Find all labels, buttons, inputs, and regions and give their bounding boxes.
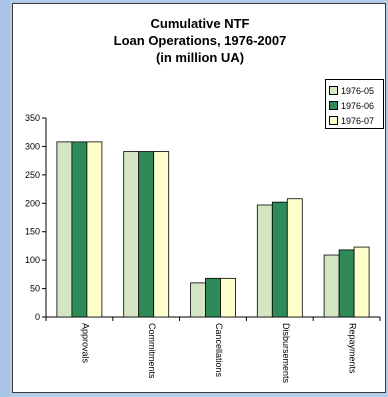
chart-title-line-2: Loan Operations, 1976-2007: [113, 33, 287, 48]
bar: [153, 151, 170, 318]
bar: [256, 204, 273, 318]
x-category-label: Repayments: [348, 323, 358, 374]
chart-title-line-3: (in million UA): [155, 50, 245, 65]
bar: [353, 246, 370, 318]
chart-container: Cumulative NTF Loan Operations, 1976-200…: [12, 3, 386, 393]
y-tick-label: 250: [25, 170, 40, 180]
bar: [286, 198, 303, 318]
y-tick-label: 200: [25, 198, 40, 208]
legend-item: 1976-05: [329, 83, 383, 98]
legend-swatch: [329, 116, 338, 125]
legend-item: 1976-07: [329, 113, 383, 128]
chart-legend: 1976-05 1976-06 1976-07: [325, 79, 384, 129]
legend-label: 1976-06: [341, 100, 375, 111]
legend-swatch: [329, 86, 338, 95]
bar: [56, 141, 73, 318]
legend-label: 1976-07: [341, 115, 375, 126]
bar: [190, 282, 206, 318]
legend-swatch: [329, 101, 338, 110]
x-category-label: Cancellations: [214, 323, 224, 378]
chart-title-line-1: Cumulative NTF: [150, 16, 250, 31]
chart-title: Cumulative NTF Loan Operations, 1976-200…: [13, 15, 387, 66]
x-category-label: Commitments: [147, 323, 157, 379]
bar: [123, 151, 140, 318]
bar-chart: 0 50 100 150 200 250 300 350 Approvals Commitment…: [25, 113, 381, 384]
x-category-label: Disbursements: [281, 323, 291, 384]
bar: [271, 201, 288, 318]
bar: [86, 141, 103, 318]
y-tick-label: 350: [25, 113, 40, 123]
y-tick-label: 50: [30, 284, 40, 294]
bar: [138, 151, 155, 318]
x-category-label: Approvals: [80, 323, 90, 364]
bar: [71, 141, 88, 318]
bar: [323, 254, 340, 318]
bar: [220, 277, 236, 318]
y-tick-label: 150: [25, 227, 40, 237]
y-tick-label: 300: [25, 141, 40, 151]
bar: [338, 249, 355, 318]
bar: [205, 277, 221, 318]
legend-item: 1976-06: [329, 98, 383, 113]
y-tick-label: 0: [35, 312, 40, 322]
y-tick-label: 100: [25, 255, 40, 265]
legend-label: 1976-05: [341, 85, 375, 96]
